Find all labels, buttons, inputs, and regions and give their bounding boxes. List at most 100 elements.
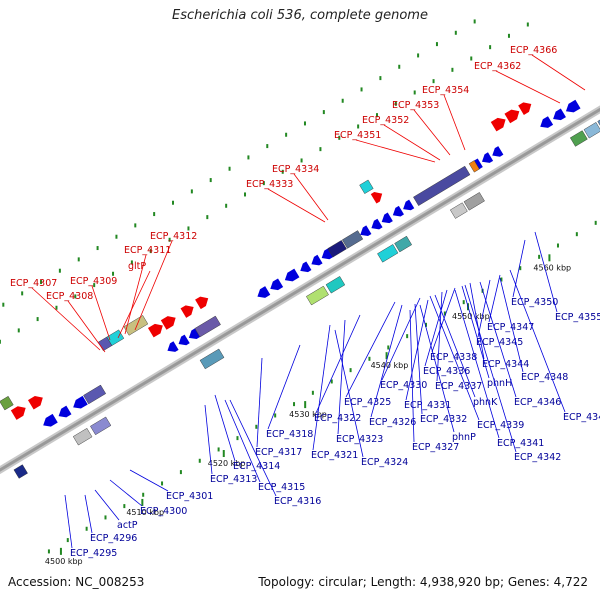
forward-gene-label: ECP_4309 xyxy=(70,276,117,287)
lower-gene-block xyxy=(325,276,346,294)
forward-gene-shape xyxy=(504,109,520,124)
scale-tick-label: 4500 kbp xyxy=(45,557,83,566)
guide-dot xyxy=(387,345,390,350)
reverse-gene xyxy=(58,405,72,418)
reverse-gene-label: ECP_4322 xyxy=(314,413,361,424)
lower-gene-block-shape xyxy=(569,130,588,147)
guide-dot xyxy=(375,113,378,118)
forward-gene xyxy=(490,117,506,132)
reverse-gene-label: ECP_4345 xyxy=(476,337,523,348)
forward-label-leader xyxy=(267,188,326,223)
reverse-label-leader xyxy=(419,304,455,433)
guide-dot xyxy=(209,178,212,183)
reverse-label-leader xyxy=(345,301,396,398)
reverse-label-leader xyxy=(424,289,448,367)
forward-label-leader xyxy=(117,270,151,339)
guide-dot xyxy=(293,402,296,407)
guide-dot xyxy=(274,413,277,418)
lower-gene-block-shape xyxy=(90,416,112,436)
guide-dot xyxy=(161,481,164,486)
lower-gene-block-shape xyxy=(72,427,93,446)
reverse-gene xyxy=(392,205,404,217)
guide-dot xyxy=(338,135,341,140)
lower-gene-block-shape xyxy=(13,464,28,479)
guide-dot xyxy=(526,22,529,27)
reverse-gene xyxy=(321,247,335,260)
reverse-label-leader xyxy=(229,399,277,497)
reverse-gene-shape xyxy=(270,278,284,291)
forward-label-leader xyxy=(383,124,441,161)
reverse-gene-shape xyxy=(403,199,415,211)
forward-gene-shape xyxy=(195,296,209,310)
reverse-gene xyxy=(178,334,190,346)
reverse-label-leader xyxy=(479,281,517,398)
forward-gene-label: ECP_4353 xyxy=(392,100,439,111)
forward-gene xyxy=(160,316,176,330)
guide-dot xyxy=(153,212,156,217)
reverse-gene-block-shape xyxy=(341,230,364,249)
guide-dot xyxy=(228,166,231,171)
guide-dot xyxy=(300,158,303,163)
reverse-gene-block xyxy=(194,315,221,338)
reverse-gene-label: ECP_4346 xyxy=(514,397,561,408)
reverse-gene-shape xyxy=(360,225,372,237)
topology-label: Topology: circular; Length: 4,938,920 bp… xyxy=(258,575,588,589)
guide-dot xyxy=(349,368,352,373)
reverse-gene xyxy=(540,116,554,128)
reverse-gene-label: phnH xyxy=(487,378,512,389)
forward-gene xyxy=(370,192,383,204)
guide-dot xyxy=(417,53,420,58)
reverse-gene-label: ECP_4338 xyxy=(430,352,477,363)
guide-dot xyxy=(311,390,314,395)
forward-label-leader xyxy=(443,94,466,151)
reverse-gene xyxy=(257,286,271,298)
guide-dot xyxy=(104,515,107,520)
reverse-gene-label: phnP xyxy=(452,432,476,443)
reverse-label-leader xyxy=(534,231,558,313)
reverse-gene-shape xyxy=(381,212,393,224)
reverse-gene-shape xyxy=(58,405,72,418)
scale-tick-label: 4520 kbp xyxy=(208,459,246,468)
scale-tick-mark xyxy=(59,547,62,555)
reverse-gene xyxy=(270,278,284,291)
scale-tick-label: 4540 kbp xyxy=(371,361,409,370)
forward-gene xyxy=(27,395,43,410)
scale-tick-label: 4560 kbp xyxy=(533,263,571,272)
guide-dot xyxy=(435,42,438,47)
forward-label-leader xyxy=(134,240,173,331)
reverse-gene-label: ECP_4330 xyxy=(380,380,427,391)
guide-dot xyxy=(556,243,559,248)
scale-tick-mark xyxy=(222,450,225,458)
forward-gene-label: ECP_4354 xyxy=(422,85,469,96)
forward-gene-label: ECP_4307 xyxy=(10,278,57,289)
reverse-gene-block xyxy=(413,165,471,206)
scale-tick-mark xyxy=(548,254,551,262)
guide-dot xyxy=(149,249,152,254)
guide-dot xyxy=(262,181,265,186)
reverse-label-leader xyxy=(370,304,403,418)
forward-gene-block-shape xyxy=(123,315,149,336)
guide-dot xyxy=(255,424,258,429)
reverse-label-leader xyxy=(109,479,143,507)
lower-gene-block xyxy=(90,416,112,436)
guide-dot xyxy=(379,76,382,81)
forward-gene-label: gltP xyxy=(128,261,146,272)
guide-dot xyxy=(500,277,503,282)
reverse-gene-shape xyxy=(167,341,179,352)
lower-gene-block-shape xyxy=(325,276,346,294)
reverse-label-leader xyxy=(461,285,490,379)
map-title: Escherichia coli 536, complete genome xyxy=(172,8,428,23)
accession-label: Accession: NC_008253 xyxy=(8,575,145,589)
reverse-label-leader xyxy=(129,469,169,492)
guide-dot xyxy=(36,317,39,322)
reverse-gene-label: ECP_4332 xyxy=(420,414,467,425)
guide-dot xyxy=(217,447,220,452)
reverse-label-leader xyxy=(84,494,93,534)
genome-map: 4500 kbp 4510 kbp 4520 kbp 4530 kbp 4540 kbp… xyxy=(0,19,600,566)
guide-dot xyxy=(134,223,137,228)
guide-dot xyxy=(406,334,409,339)
guide-dot xyxy=(462,300,465,305)
guide-dot xyxy=(2,302,5,307)
forward-gene-shape xyxy=(180,305,194,318)
guide-dot xyxy=(473,19,476,24)
